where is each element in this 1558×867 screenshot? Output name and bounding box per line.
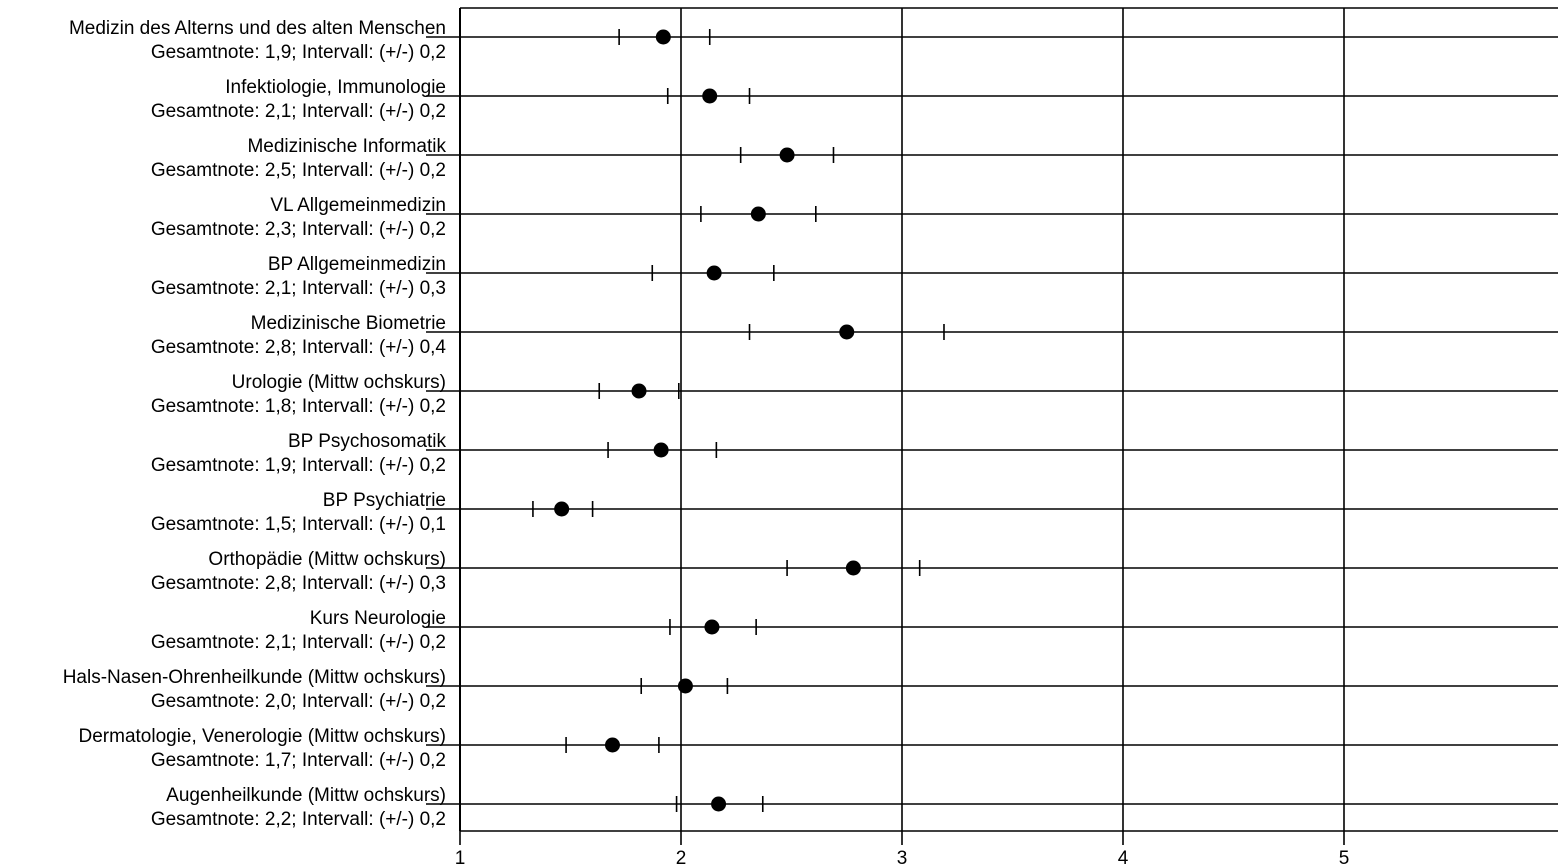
- x-tick-label-4: 4: [1118, 848, 1129, 867]
- row-title-7: BP Psychosomatik: [288, 431, 447, 452]
- row-subtitle-8: Gesamtnote: 1,5; Intervall: (+/-) 0,1: [151, 514, 446, 535]
- mean-point-12: [604, 737, 620, 753]
- mean-point-5: [839, 324, 855, 340]
- x-axis: 1 2 3 4 5: [455, 830, 1558, 867]
- row-title-9: Orthopädie (Mittw ochskurs): [208, 549, 446, 570]
- mean-point-2: [779, 147, 795, 163]
- mean-point-0: [655, 29, 671, 45]
- row-title-6: Urologie (Mittw ochskurs): [232, 372, 446, 393]
- mean-point-1: [702, 88, 718, 104]
- row-title-2: Medizinische Informatik: [247, 136, 446, 157]
- mean-point-8: [554, 501, 570, 517]
- row-title-5: Medizinische Biometrie: [251, 313, 446, 334]
- mean-point-7: [653, 442, 669, 458]
- row-subtitle-12: Gesamtnote: 1,7; Intervall: (+/-) 0,2: [151, 750, 446, 771]
- row-subtitle-9: Gesamtnote: 2,8; Intervall: (+/-) 0,3: [151, 573, 446, 594]
- row-labels: Medizin des Alterns und des alten Mensch…: [63, 18, 447, 830]
- row-subtitle-4: Gesamtnote: 2,1; Intervall: (+/-) 0,3: [151, 278, 446, 299]
- row-title-4: BP Allgemeinmedizin: [268, 254, 446, 275]
- mean-point-6: [631, 383, 647, 399]
- mean-point-10: [704, 619, 720, 635]
- mean-point-9: [845, 560, 861, 576]
- row-subtitle-10: Gesamtnote: 2,1; Intervall: (+/-) 0,2: [151, 632, 446, 653]
- row-subtitle-2: Gesamtnote: 2,5; Intervall: (+/-) 0,2: [151, 160, 446, 181]
- row-title-0: Medizin des Alterns und des alten Mensch…: [69, 18, 446, 39]
- row-title-3: VL Allgemeinmedizin: [270, 195, 446, 216]
- mean-point-4: [706, 265, 722, 281]
- row-title-13: Augenheilkunde (Mittw ochskurs): [166, 785, 446, 806]
- vertical-gridlines: [459, 7, 1558, 831]
- mean-point-11: [677, 678, 693, 694]
- row-subtitle-7: Gesamtnote: 1,9; Intervall: (+/-) 0,2: [151, 455, 446, 476]
- row-subtitle-6: Gesamtnote: 1,8; Intervall: (+/-) 0,2: [151, 396, 446, 417]
- row-title-1: Infektiologie, Immunologie: [225, 77, 446, 98]
- row-subtitle-11: Gesamtnote: 2,0; Intervall: (+/-) 0,2: [151, 691, 446, 712]
- x-tick-label-5: 5: [1339, 848, 1350, 867]
- interval-marks: [532, 29, 945, 812]
- row-title-8: BP Psychiatrie: [323, 490, 446, 511]
- row-title-12: Dermatologie, Venerologie (Mittw ochskur…: [79, 726, 447, 747]
- row-subtitle-5: Gesamtnote: 2,8; Intervall: (+/-) 0,4: [151, 337, 447, 358]
- row-subtitle-0: Gesamtnote: 1,9; Intervall: (+/-) 0,2: [151, 42, 446, 63]
- x-tick-label-2: 2: [676, 848, 687, 867]
- row-subtitle-13: Gesamtnote: 2,2; Intervall: (+/-) 0,2: [151, 809, 446, 830]
- row-subtitle-1: Gesamtnote: 2,1; Intervall: (+/-) 0,2: [151, 101, 446, 122]
- x-tick-label-1: 1: [455, 848, 466, 867]
- row-title-11: Hals-Nasen-Ohrenheilkunde (Mittw ochskur…: [63, 667, 446, 688]
- row-subtitle-3: Gesamtnote: 2,3; Intervall: (+/-) 0,2: [151, 219, 446, 240]
- row-title-10: Kurs Neurologie: [310, 608, 446, 629]
- mean-point-13: [711, 796, 727, 812]
- mean-point-3: [750, 206, 766, 222]
- row-lines: [426, 36, 1558, 805]
- x-tick-label-3: 3: [897, 848, 908, 867]
